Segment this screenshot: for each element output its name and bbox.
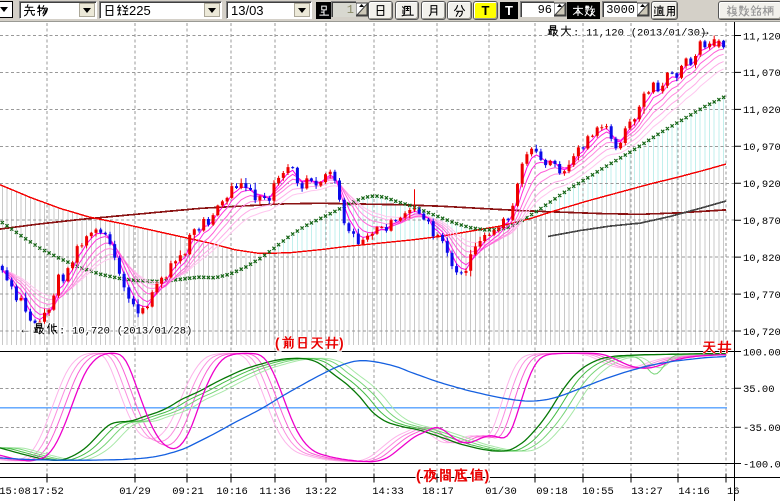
- svg-text:35.00: 35.00: [743, 384, 775, 396]
- svg-text:15:08: 15:08: [0, 486, 31, 498]
- svg-text::: :: [59, 326, 65, 338]
- svg-text:09:21: 09:21: [172, 486, 204, 498]
- svg-text:): ): [485, 469, 490, 485]
- svg-text:(: (: [416, 469, 421, 485]
- svg-text:10,920: 10,920: [743, 179, 780, 191]
- svg-text:100.00: 100.00: [743, 347, 780, 359]
- svg-text:11,020: 11,020: [743, 105, 780, 117]
- svg-text::: :: [573, 28, 579, 40]
- svg-text:10,720: 10,720: [72, 326, 110, 338]
- svg-text:): ): [339, 336, 344, 351]
- svg-text:13:22: 13:22: [305, 486, 337, 498]
- svg-text:10:55: 10:55: [582, 486, 614, 498]
- svg-text:13:27: 13:27: [631, 486, 663, 498]
- svg-text:14:33: 14:33: [372, 486, 404, 498]
- svg-text:-100.00: -100.00: [743, 459, 780, 471]
- svg-text:01/29: 01/29: [119, 486, 151, 498]
- svg-text:11,120: 11,120: [743, 31, 780, 43]
- svg-text:01/30: 01/30: [485, 486, 517, 498]
- svg-text:10,720: 10,720: [743, 327, 780, 339]
- svg-text:16: 16: [727, 486, 740, 498]
- svg-text:10:16: 10:16: [216, 486, 248, 498]
- svg-text:(2013/01/30): (2013/01/30): [631, 28, 707, 40]
- svg-text:10,820: 10,820: [743, 253, 780, 265]
- svg-text:←: ←: [19, 322, 31, 336]
- svg-text:11,120: 11,120: [586, 28, 624, 40]
- svg-text:11:36: 11:36: [259, 486, 291, 498]
- svg-text:10,770: 10,770: [743, 290, 780, 302]
- svg-text:-35.00: -35.00: [743, 423, 780, 435]
- svg-text:(: (: [275, 336, 280, 351]
- svg-text:14:16: 14:16: [678, 486, 710, 498]
- svg-text:10,970: 10,970: [743, 142, 780, 154]
- svg-text:→: →: [699, 24, 711, 38]
- svg-text:11,070: 11,070: [743, 68, 780, 80]
- svg-text:(2013/01/28): (2013/01/28): [117, 326, 193, 338]
- svg-text:09:18: 09:18: [536, 486, 568, 498]
- svg-text:17:52: 17:52: [32, 486, 64, 498]
- svg-text:10,870: 10,870: [743, 216, 780, 228]
- svg-text:18:17: 18:17: [422, 486, 454, 498]
